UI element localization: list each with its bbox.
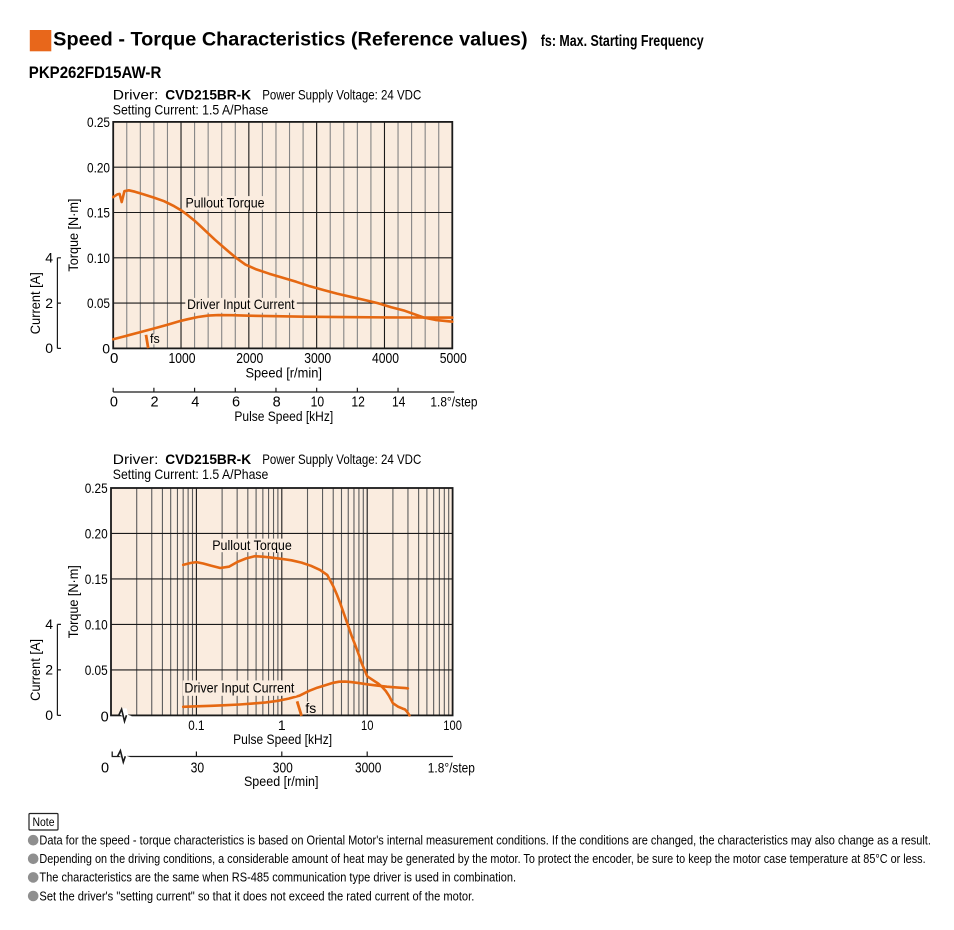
- svg-text:0.25: 0.25: [85, 480, 108, 496]
- svg-text:1: 1: [278, 717, 286, 733]
- svg-text:5000: 5000: [440, 350, 467, 367]
- svg-text:0.15: 0.15: [87, 205, 110, 221]
- svg-text:2: 2: [151, 394, 159, 410]
- svg-text:Set the driver's "setting curr: Set the driver's "setting current" so th…: [39, 888, 474, 903]
- svg-text:4: 4: [191, 394, 199, 410]
- svg-text:Power Supply Voltage: 24 VDC: Power Supply Voltage: 24 VDC: [262, 87, 421, 103]
- svg-text:2: 2: [45, 662, 53, 678]
- svg-text:10: 10: [361, 717, 374, 733]
- svg-text:Speed [r/min]: Speed [r/min]: [245, 365, 322, 381]
- svg-text:0.05: 0.05: [85, 662, 108, 678]
- svg-text:4000: 4000: [372, 350, 399, 367]
- svg-text:PKP262FD15AW-R: PKP262FD15AW-R: [29, 63, 162, 82]
- svg-text:fs: fs: [305, 700, 316, 716]
- svg-text:0.20: 0.20: [85, 526, 108, 542]
- svg-text:The characteristics are the sa: The characteristics are the same when RS…: [39, 870, 516, 885]
- svg-text:Driver Input Current: Driver Input Current: [184, 680, 294, 696]
- svg-text:0: 0: [45, 707, 53, 723]
- svg-text:12: 12: [351, 394, 365, 410]
- svg-text:0.20: 0.20: [87, 159, 110, 175]
- svg-text:30: 30: [191, 760, 205, 776]
- svg-text:Pullout Torque: Pullout Torque: [212, 537, 292, 553]
- svg-text:3000: 3000: [304, 350, 331, 367]
- svg-text:0: 0: [45, 340, 53, 356]
- svg-text:Pulse Speed [kHz]: Pulse Speed [kHz]: [233, 731, 332, 747]
- svg-text:4: 4: [45, 616, 53, 632]
- svg-text:fs: Max. Starting Frequency: fs: Max. Starting Frequency: [541, 33, 704, 50]
- svg-text:Torque [N·m]: Torque [N·m]: [65, 199, 81, 272]
- svg-text:0: 0: [102, 341, 110, 357]
- svg-text:10: 10: [311, 394, 325, 410]
- svg-text:0.10: 0.10: [85, 617, 108, 633]
- svg-text:4: 4: [45, 250, 53, 266]
- svg-text:0.05: 0.05: [87, 295, 110, 311]
- svg-text:Pulse Speed [kHz]: Pulse Speed [kHz]: [234, 408, 333, 424]
- svg-text:1000: 1000: [169, 350, 196, 367]
- svg-text:Note: Note: [33, 817, 55, 829]
- svg-text:Driver Input Current: Driver Input Current: [187, 296, 295, 312]
- svg-text:0.1: 0.1: [188, 717, 204, 733]
- svg-text:0: 0: [101, 710, 109, 726]
- svg-text:Speed [r/min]: Speed [r/min]: [244, 773, 319, 789]
- svg-text:Pullout Torque: Pullout Torque: [186, 195, 265, 211]
- svg-text:Setting Current: 1.5 A/Phase: Setting Current: 1.5 A/Phase: [113, 466, 269, 482]
- svg-text:CVD215BR-K: CVD215BR-K: [165, 87, 251, 103]
- svg-text:Power Supply Voltage: 24 VDC: Power Supply Voltage: 24 VDC: [262, 451, 421, 467]
- svg-text:14: 14: [392, 394, 406, 410]
- svg-text:fs: fs: [150, 332, 160, 346]
- svg-text:0: 0: [110, 394, 118, 410]
- svg-text:Data for the speed - torque ch: Data for the speed - torque characterist…: [39, 833, 931, 848]
- svg-text:Speed - Torque Characteristics: Speed - Torque Characteristics (Referenc…: [53, 29, 527, 51]
- svg-text:6: 6: [232, 394, 240, 410]
- svg-text:0.10: 0.10: [87, 250, 110, 266]
- svg-text:0: 0: [101, 760, 109, 776]
- svg-text:1.8°/step: 1.8°/step: [430, 393, 477, 409]
- svg-text:Current [A]: Current [A]: [27, 639, 43, 701]
- svg-text:0: 0: [110, 350, 118, 367]
- svg-text:Torque [N·m]: Torque [N·m]: [65, 565, 81, 638]
- svg-text:300: 300: [273, 760, 293, 776]
- svg-text:2: 2: [45, 295, 53, 311]
- svg-text:3000: 3000: [355, 760, 382, 776]
- svg-text:Setting Current: 1.5 A/Phase: Setting Current: 1.5 A/Phase: [113, 101, 269, 117]
- svg-text:Driver:: Driver:: [113, 451, 159, 467]
- svg-text:100: 100: [443, 717, 462, 733]
- svg-text:0.25: 0.25: [87, 114, 110, 130]
- svg-text:1.8°/step: 1.8°/step: [428, 759, 475, 775]
- svg-text:8: 8: [273, 394, 281, 410]
- svg-text:2000: 2000: [236, 350, 263, 367]
- svg-text:Driver:: Driver:: [113, 87, 159, 103]
- svg-text:Depending on the driving condi: Depending on the driving conditions, a c…: [39, 851, 925, 866]
- svg-text:Current [A]: Current [A]: [27, 272, 43, 334]
- svg-text:0.15: 0.15: [85, 571, 108, 587]
- svg-text:CVD215BR-K: CVD215BR-K: [165, 451, 251, 467]
